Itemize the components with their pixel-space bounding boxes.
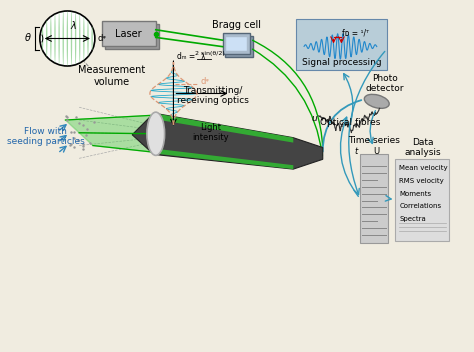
Text: Correlations: Correlations — [400, 203, 441, 209]
Text: Signal processing: Signal processing — [301, 58, 381, 67]
Text: u: u — [311, 114, 317, 122]
Text: RMS velocity: RMS velocity — [400, 178, 444, 184]
Text: Flow with
seeding particles: Flow with seeding particles — [7, 127, 85, 146]
Bar — [296, 19, 387, 70]
Bar — [102, 21, 156, 46]
Text: Measurement
volume: Measurement volume — [78, 65, 145, 87]
Text: dₘ =: dₘ = — [177, 52, 196, 61]
Text: U: U — [374, 147, 380, 156]
Text: dᵠ: dᵠ — [97, 34, 106, 43]
Bar — [360, 155, 388, 243]
Ellipse shape — [50, 17, 52, 61]
Ellipse shape — [79, 14, 81, 63]
Ellipse shape — [75, 12, 76, 65]
Bar — [226, 36, 247, 51]
Text: Moments: Moments — [400, 191, 431, 197]
Polygon shape — [132, 113, 323, 169]
Text: Light
intensity: Light intensity — [192, 123, 229, 143]
Polygon shape — [154, 149, 293, 169]
Text: Optical fibres: Optical fibres — [320, 119, 381, 127]
Text: Bragg cell: Bragg cell — [212, 20, 261, 30]
Text: Spectra: Spectra — [400, 216, 426, 222]
Text: Transmitting/
receiving optics: Transmitting/ receiving optics — [177, 86, 249, 105]
Ellipse shape — [147, 112, 164, 155]
Text: Mean velocity: Mean velocity — [400, 165, 448, 171]
Text: Data
analysis: Data analysis — [404, 138, 441, 157]
Text: Laser: Laser — [116, 29, 142, 39]
Ellipse shape — [87, 20, 89, 57]
Ellipse shape — [91, 26, 93, 50]
Text: 2 sin(θ/2): 2 sin(θ/2) — [195, 51, 225, 56]
Ellipse shape — [365, 94, 389, 108]
Ellipse shape — [42, 26, 43, 50]
Text: dᵠ: dᵠ — [201, 77, 209, 86]
Polygon shape — [154, 113, 293, 143]
Text: Time series: Time series — [348, 136, 400, 145]
Bar — [105, 24, 159, 49]
Polygon shape — [65, 115, 156, 152]
Bar — [395, 159, 449, 241]
Ellipse shape — [83, 17, 84, 61]
Ellipse shape — [63, 11, 64, 66]
Circle shape — [40, 11, 95, 66]
Text: λ: λ — [201, 53, 205, 62]
Bar — [226, 36, 253, 57]
Text: t: t — [355, 147, 358, 156]
Text: θ: θ — [25, 33, 31, 44]
Ellipse shape — [58, 12, 60, 65]
Text: Photo
detector: Photo detector — [365, 74, 404, 93]
Text: fᴅ = ¹/ᵀ: fᴅ = ¹/ᵀ — [342, 28, 369, 37]
Ellipse shape — [71, 11, 72, 66]
Ellipse shape — [67, 11, 68, 66]
Ellipse shape — [46, 20, 47, 57]
Text: λ: λ — [70, 21, 76, 31]
Bar — [223, 33, 250, 54]
